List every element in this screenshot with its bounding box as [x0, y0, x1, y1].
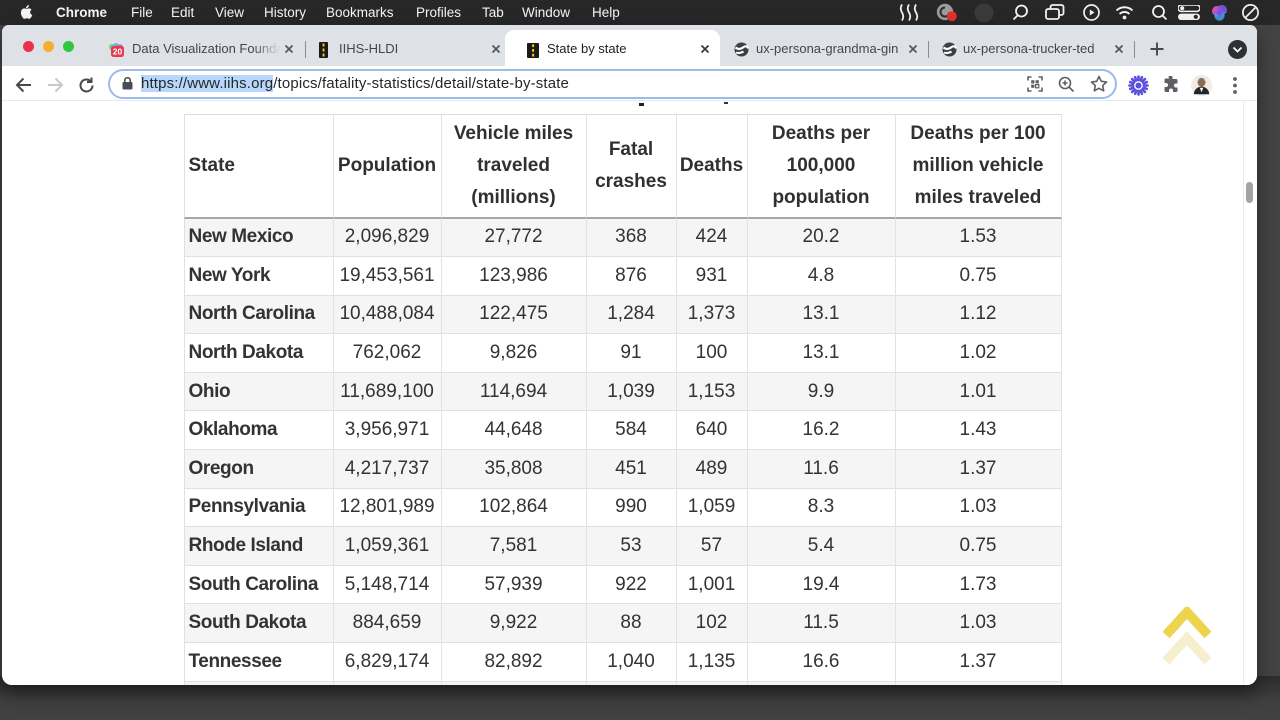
svg-text:20: 20 — [113, 47, 123, 57]
